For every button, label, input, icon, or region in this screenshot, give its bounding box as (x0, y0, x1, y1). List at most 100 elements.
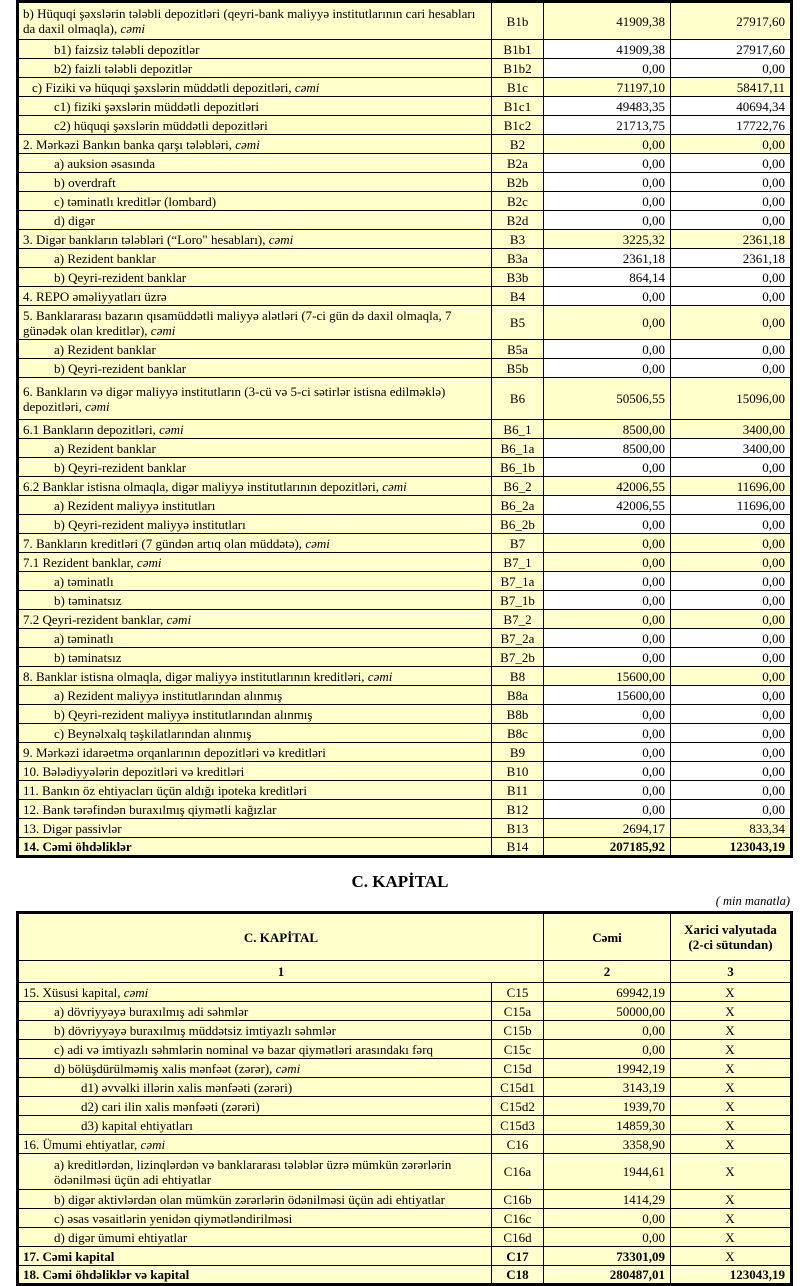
row-value-total: 0,00 (543, 1227, 671, 1247)
row-label: c) təminatlı kreditlər (lombard) (17, 191, 492, 211)
row-value-fx: 0,00 (670, 571, 792, 591)
table-row: b) təminatsız B7_1b 0,00 0,00 (17, 590, 792, 610)
row-value-fx: 0,00 (670, 628, 792, 648)
table-row: 14. Cəmi öhdəliklər B14 207185,92 123043,19 (17, 837, 792, 857)
row-code: B3a (491, 248, 544, 268)
row-code: B2c (491, 191, 544, 211)
row-value-fx: 0,00 (670, 172, 792, 192)
row-value-total: 0,00 (543, 799, 671, 819)
row-value-total: 49483,35 (543, 96, 671, 116)
row-value-fx: 0,00 (670, 210, 792, 230)
row-label: a) Rezident banklar (17, 339, 492, 359)
row-value-total: 0,00 (543, 1208, 671, 1228)
table-row: d) bölüşdürülməmiş xalis mənfəət (zərər)… (17, 1058, 792, 1078)
row-label: 13. Digər passivlər (17, 818, 492, 838)
row-label: b) Hüquqi şəxslərin tələbli depozitləri … (17, 1, 492, 40)
row-value-fx: 0,00 (670, 58, 792, 78)
row-value-total: 0,00 (543, 210, 671, 230)
table-row: c2) hüquqi şəxslərin müddətli depozitlər… (17, 115, 792, 135)
row-code: B2b (491, 172, 544, 192)
row-value-total: 0,00 (543, 134, 671, 154)
table-row: a) Rezident banklar B6_1a 8500,00 3400,00 (17, 438, 792, 458)
row-label: 11. Bankın öz ehtiyacları üçün aldığı ip… (17, 780, 492, 800)
table-row: b) Qeyri-rezident banklar B6_1b 0,00 0,00 (17, 457, 792, 477)
capital-column-numbers-row: 1 2 3 (17, 960, 792, 983)
row-value-total: 0,00 (543, 552, 671, 572)
row-code: B6_1b (491, 457, 544, 477)
row-value-total: 0,00 (543, 742, 671, 762)
row-label: b) Qeyri-rezident banklar (17, 457, 492, 477)
col-number-3: 3 (670, 960, 792, 983)
table-row: b) Qeyri-rezident maliyyə institutları B6… (17, 514, 792, 534)
row-value-total: 0,00 (543, 780, 671, 800)
row-value-fx: 15096,00 (670, 377, 792, 420)
liabilities-table: b) Hüquqi şəxslərin tələbli depozitləri … (16, 0, 793, 858)
row-code: B6_1 (491, 419, 544, 439)
row-code: B7_2a (491, 628, 544, 648)
row-value-total: 42006,55 (543, 495, 671, 515)
row-code: B1c1 (491, 96, 544, 116)
table-row: a) Rezident banklar B3a 2361,18 2361,18 (17, 248, 792, 268)
row-code: B7_1 (491, 552, 544, 572)
row-value-total: 0,00 (543, 571, 671, 591)
row-value-fx-na: X (670, 1058, 792, 1078)
row-label: c1) fiziki şəxslərin müddətli depozitlər… (17, 96, 492, 116)
table-row: d1) əvvəlki illərin xalis mənfəəti (zərə… (17, 1077, 792, 1097)
row-label: d) digər (17, 210, 492, 230)
row-value-total: 0,00 (543, 191, 671, 211)
row-code: B2 (491, 134, 544, 154)
row-value-total: 71197,10 (543, 77, 671, 97)
table-row: 11. Bankın öz ehtiyacları üçün aldığı ip… (17, 780, 792, 800)
row-value-total: 50000,00 (543, 1001, 671, 1021)
row-value-fx-na: X (670, 1096, 792, 1116)
row-value-fx: 27917,60 (670, 1, 792, 40)
row-code: B7_1b (491, 590, 544, 610)
row-value-fx: 0,00 (670, 134, 792, 154)
row-code: B1b (491, 1, 544, 40)
row-value-fx: 0,00 (670, 191, 792, 211)
row-label: 12. Bank tərəfindən buraxılmış qiymətli … (17, 799, 492, 819)
table-row: b) təminatsız B7_2b 0,00 0,00 (17, 647, 792, 667)
row-value-fx-na: X (670, 1001, 792, 1021)
row-label: b) təminatsız (17, 647, 492, 667)
row-code: C15d2 (491, 1096, 544, 1116)
row-code: B9 (491, 742, 544, 762)
row-value-fx: 0,00 (670, 666, 792, 686)
row-code: C18 (491, 1265, 544, 1285)
row-label: 7.1 Rezident banklar, cəmi (17, 552, 492, 572)
row-label: b1) faizsiz tələbli depozitlər (17, 39, 492, 59)
table-row: 7.2 Qeyri-rezident banklar, cəmi B7_2 0,00… (17, 609, 792, 629)
table-row: 12. Bank tərəfindən buraxılmış qiymətli … (17, 799, 792, 819)
row-label: d1) əvvəlki illərin xalis mənfəəti (zərə… (17, 1077, 492, 1097)
unit-note: ( min manatla) (715, 894, 790, 908)
row-label: a) dövriyyəyə buraxılmış adi səhmlər (17, 1001, 492, 1021)
row-value-total: 0,00 (543, 339, 671, 359)
row-code: B5 (491, 305, 544, 340)
row-value-fx: 0,00 (670, 339, 792, 359)
row-code: B4 (491, 286, 544, 306)
row-label: c) əsas vəsaitlərin yenidən qiymətləndir… (17, 1208, 492, 1228)
row-value-fx-na: X (670, 1208, 792, 1228)
row-label: a) təminatlı (17, 571, 492, 591)
row-value-total: 8500,00 (543, 438, 671, 458)
row-code: C16a (491, 1153, 544, 1190)
table-row: 3. Digər bankların tələbləri (“Loro" hes… (17, 229, 792, 249)
row-label: 6.1 Bankların depozitləri, cəmi (17, 419, 492, 439)
capital-table: C. KAPİTAL Cəmi Xarici valyutada (2-ci s… (16, 911, 793, 1286)
row-code: B6 (491, 377, 544, 420)
row-value-fx: 40694,34 (670, 96, 792, 116)
row-label: b) Qeyri-rezident banklar (17, 267, 492, 287)
row-value-total: 0,00 (543, 58, 671, 78)
row-label: 5. Banklararası bazarın qısamüddətli mal… (17, 305, 492, 340)
row-code: B8a (491, 685, 544, 705)
row-label: 15. Xüsusi kapital, cəmi (17, 982, 492, 1002)
row-value-fx: 11696,00 (670, 495, 792, 515)
row-label: b) digər aktivlərdən olan mümkün zərərlə… (17, 1189, 492, 1209)
row-code: B8 (491, 666, 544, 686)
row-value-total: 42006,55 (543, 476, 671, 496)
row-code: B8c (491, 723, 544, 743)
row-label: a) Rezident banklar (17, 248, 492, 268)
row-code: B1b1 (491, 39, 544, 59)
row-code: C15b (491, 1020, 544, 1040)
